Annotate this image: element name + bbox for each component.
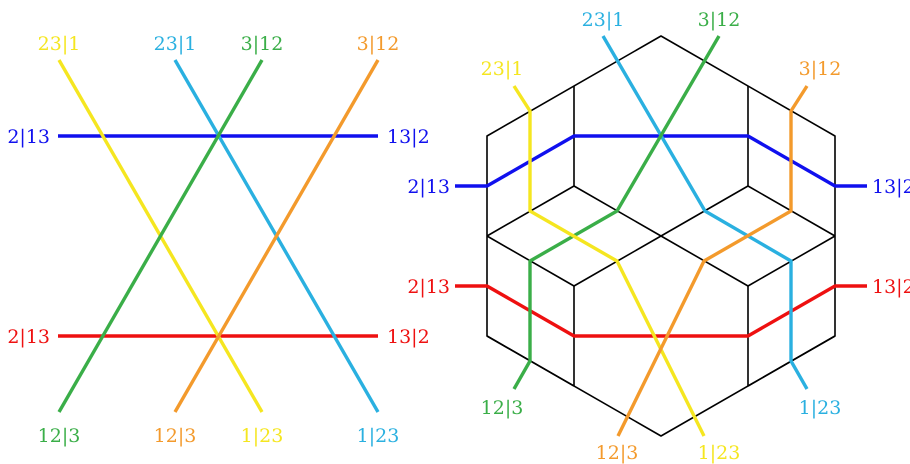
right-label-yellow-top: 23|1 (481, 58, 524, 80)
left-label-cyan-bottom: 1|23 (357, 425, 400, 447)
left-label-red-left: 2|13 (7, 326, 50, 348)
left-wiring-diagram: 23|1 23|1 3|12 3|12 2|13 13|2 2|13 13|2 … (7, 33, 429, 447)
right-label-green-top: 3|12 (698, 9, 741, 31)
right-label-cyan-bottom: 1|23 (799, 397, 842, 419)
right-label-orange-bottom: 12|3 (596, 442, 639, 464)
right-label-blue-right: 13|2 (872, 176, 910, 198)
right-label-blue-left: 2|13 (407, 176, 450, 198)
right-orange-strand (616, 85, 809, 437)
left-green-strand (57, 59, 264, 413)
right-tiling-diagram: 23|1 3|12 23|1 3|12 2|13 13|2 2|13 13|2 … (407, 9, 910, 464)
right-yellow-strand (512, 85, 706, 437)
hexagon-tiling-grid (486, 35, 836, 437)
right-label-red-right: 13|2 (872, 276, 910, 298)
right-label-red-left: 2|13 (407, 276, 450, 298)
left-label-orange-bottom: 12|3 (154, 425, 197, 447)
right-red-strand (455, 284, 867, 338)
right-label-cyan-top: 23|1 (582, 9, 625, 31)
right-blue-strand (455, 134, 867, 188)
right-label-yellow-bottom: 1|23 (698, 442, 741, 464)
grid-middle-left (486, 235, 836, 287)
left-label-blue-right: 13|2 (387, 126, 430, 148)
grid-inner-hexagon-top (573, 185, 749, 237)
right-cyan-strand (601, 35, 809, 390)
left-label-green-bottom: 12|3 (38, 425, 81, 447)
left-label-yellow-top: 23|1 (38, 33, 81, 55)
left-label-cyan-top: 23|1 (154, 33, 197, 55)
hexagon-outline (486, 35, 836, 437)
left-label-blue-left: 2|13 (7, 126, 50, 148)
right-green-strand (512, 35, 721, 390)
grid-lower-edges (486, 335, 836, 387)
left-label-yellow-bottom: 1|23 (241, 425, 284, 447)
left-label-green-top: 3|12 (241, 33, 284, 55)
right-label-green-bottom: 12|3 (481, 397, 524, 419)
left-label-orange-top: 3|12 (357, 33, 400, 55)
left-orange-strand (173, 59, 380, 413)
right-label-orange-top: 3|12 (799, 58, 842, 80)
left-label-red-right: 13|2 (387, 326, 430, 348)
